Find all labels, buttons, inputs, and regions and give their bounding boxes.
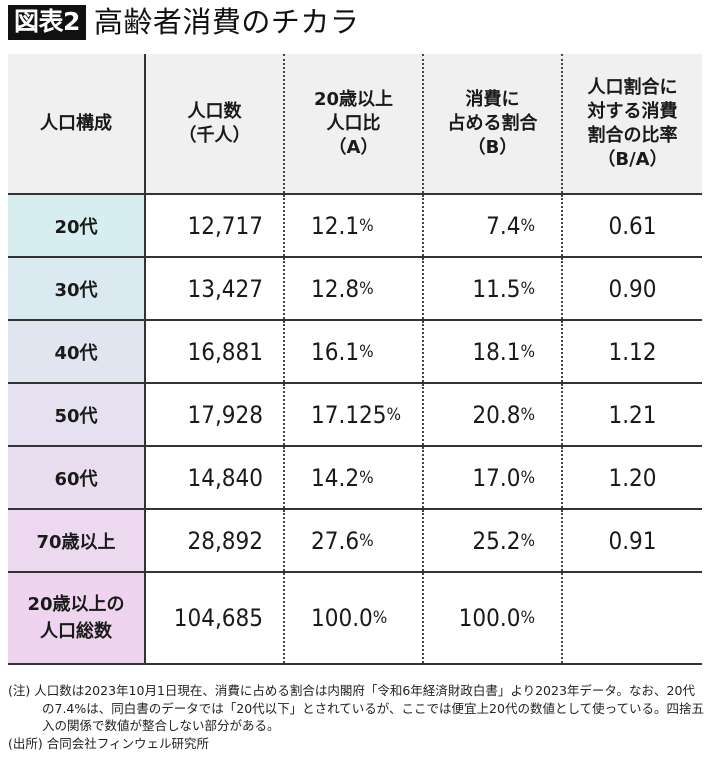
pop-ratio-cell: 27.6% bbox=[285, 510, 424, 571]
total-label: 20歳以上の 人口総数 bbox=[8, 573, 146, 663]
pop-ratio-cell: 12.1% bbox=[285, 195, 424, 256]
consumption-share-cell: 11.5% bbox=[424, 258, 563, 319]
table-row: 30代 13,427 12.8% 11.5% 0.90 bbox=[8, 258, 702, 321]
pop-ratio-cell: 16.1% bbox=[285, 321, 424, 382]
consumption-share-cell: 7.4% bbox=[424, 195, 563, 256]
table-row: 20代 12,717 12.1% 7.4% 0.61 bbox=[8, 195, 702, 258]
population-cell: 13,427 bbox=[146, 258, 285, 319]
table-row: 50代 17,928 17.125% 20.8% 1.21 bbox=[8, 384, 702, 447]
ratio-cell: 0.61 bbox=[608, 211, 657, 240]
consumption-share-cell: 25.2% bbox=[424, 510, 563, 571]
figure-title-bar: 図表2 高齢者消費のチカラ bbox=[8, 4, 359, 40]
footnotes: (注) 人口数は2023年10月1日現在、消費に占める割合は内閣府「令和6年経済… bbox=[8, 682, 708, 752]
age-group-cell: 50代 bbox=[8, 384, 146, 445]
pop-ratio-cell: 17.125% bbox=[285, 384, 424, 445]
table-row: 60代 14,840 14.2% 17.0% 1.20 bbox=[8, 447, 702, 510]
population-cell: 28,892 bbox=[146, 510, 285, 571]
consumption-share-cell: 17.0% bbox=[424, 447, 563, 508]
pop-ratio-cell: 12.8% bbox=[285, 258, 424, 319]
consumption-table: 人口構成 人口数 （千人） 20歳以上 人口比 （A） 消費に 占める割合 （B… bbox=[8, 54, 702, 665]
pop-ratio-cell: 14.2% bbox=[285, 447, 424, 508]
population-cell: 12,717 bbox=[146, 195, 285, 256]
age-group-cell: 70歳以上 bbox=[8, 510, 146, 571]
note-line: (注) 人口数は2023年10月1日現在、消費に占める割合は内閣府「令和6年経済… bbox=[8, 683, 695, 698]
total-consumption-share: 100.0% bbox=[424, 573, 563, 663]
ratio-cell: 1.12 bbox=[608, 337, 657, 366]
consumption-share-cell: 18.1% bbox=[424, 321, 563, 382]
ratio-cell: 1.21 bbox=[608, 400, 657, 429]
age-group-cell: 60代 bbox=[8, 447, 146, 508]
note-line: の7.4%は、同白書のデータでは「20代以下」とされているが、ここでは便宜上20… bbox=[42, 700, 704, 716]
population-cell: 17,928 bbox=[146, 384, 285, 445]
header-age-group: 人口構成 bbox=[8, 54, 146, 193]
table-row: 40代 16,881 16.1% 18.1% 1.12 bbox=[8, 321, 702, 384]
table-total-row: 20歳以上の 人口総数 104,685 100.0% 100.0% bbox=[8, 573, 702, 665]
total-ratio bbox=[563, 573, 702, 663]
figure-title: 高齢者消費のチカラ bbox=[93, 5, 360, 39]
header-ratio: 人口割合に 対する消費 割合の比率 （B/A） bbox=[587, 76, 678, 170]
age-group-cell: 20代 bbox=[8, 195, 146, 256]
total-population: 104,685 bbox=[146, 573, 285, 663]
total-pop-ratio: 100.0% bbox=[285, 573, 424, 663]
header-population: 人口数 （千人） bbox=[146, 54, 285, 193]
table-row: 70歳以上 28,892 27.6% 25.2% 0.91 bbox=[8, 510, 702, 573]
ratio-cell: 0.90 bbox=[608, 274, 657, 303]
consumption-share-cell: 20.8% bbox=[424, 384, 563, 445]
note-line: 入の関係で数値が整合しない部分がある。 bbox=[42, 718, 280, 733]
population-cell: 16,881 bbox=[146, 321, 285, 382]
header-pop-ratio: 20歳以上 人口比 （A） bbox=[285, 54, 424, 193]
age-group-cell: 40代 bbox=[8, 321, 146, 382]
ratio-cell: 1.20 bbox=[608, 463, 657, 492]
age-group-cell: 30代 bbox=[8, 258, 146, 319]
figure-badge: 図表2 bbox=[8, 4, 86, 40]
table-header-row: 人口構成 人口数 （千人） 20歳以上 人口比 （A） 消費に 占める割合 （B… bbox=[8, 54, 702, 195]
ratio-cell: 0.91 bbox=[608, 526, 657, 555]
header-consumption-share: 消費に 占める割合 （B） bbox=[424, 54, 563, 193]
source-note: (出所) 合同会社フィンウェル研究所 bbox=[8, 735, 209, 751]
population-cell: 14,840 bbox=[146, 447, 285, 508]
